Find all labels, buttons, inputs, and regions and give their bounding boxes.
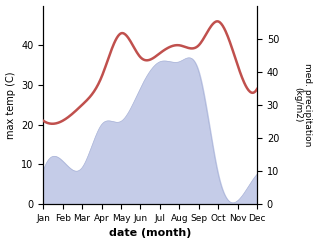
X-axis label: date (month): date (month) xyxy=(109,228,191,238)
Y-axis label: med. precipitation
(kg/m2): med. precipitation (kg/m2) xyxy=(293,63,313,147)
Y-axis label: max temp (C): max temp (C) xyxy=(5,71,16,139)
